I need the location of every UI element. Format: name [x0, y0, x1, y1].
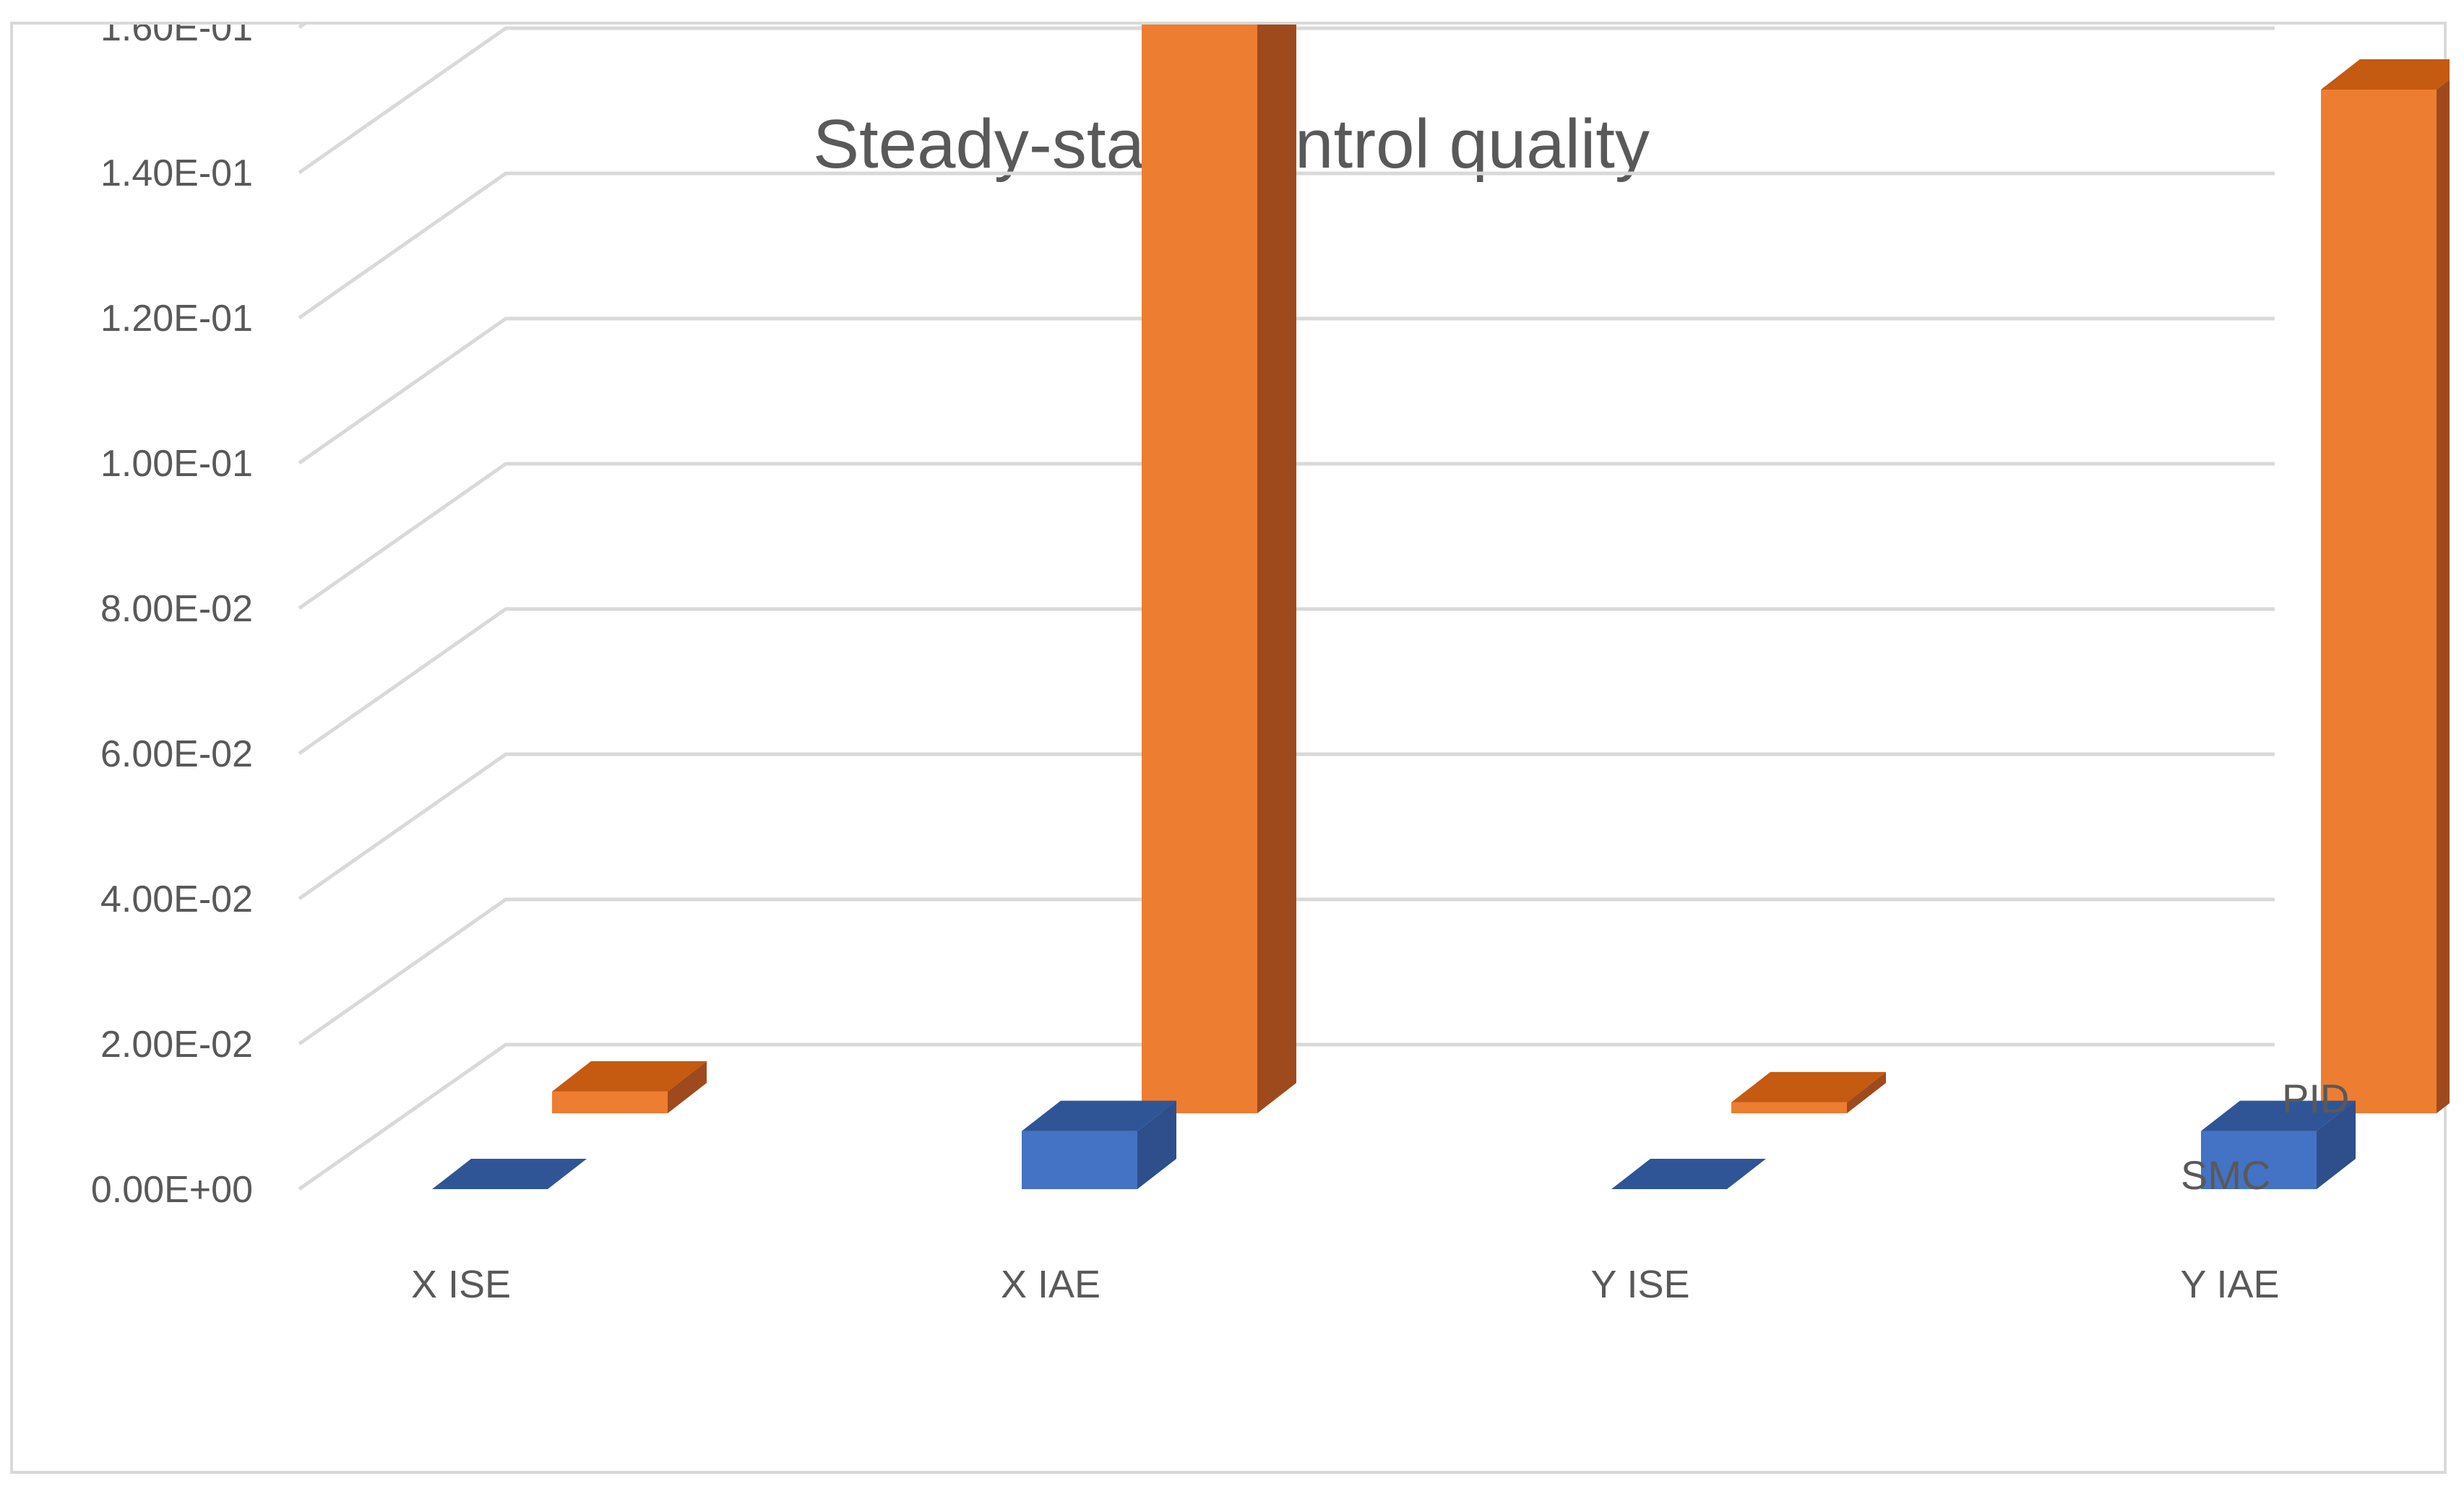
bar-pid: [552, 1061, 707, 1113]
bar-top: [1731, 1071, 1886, 1102]
gridline: [298, 752, 2275, 901]
gridline: [298, 316, 2275, 465]
y-tick-label: 1.40E-01: [100, 152, 253, 194]
y-tick-label: 2.00E-02: [100, 1024, 253, 1066]
bar-side: [668, 1061, 707, 1113]
gridline: [298, 1042, 2275, 1191]
series-label-smc: SMC: [2181, 1152, 2270, 1198]
y-tick-label: 6.00E-02: [100, 733, 253, 775]
bar-top: [2201, 1100, 2356, 1131]
y-tick-label: 4.00E-02: [100, 878, 253, 920]
bar-top: [1611, 1159, 1766, 1189]
bar-smc: [1022, 1100, 1176, 1189]
category-label: Y ISE: [1590, 1263, 1689, 1306]
bars: [432, 25, 2450, 1189]
bar-top: [432, 1159, 587, 1189]
category-label: X ISE: [411, 1263, 511, 1306]
gridline: [298, 897, 2275, 1046]
bar-pid: [1142, 25, 1296, 1114]
bar-smc: [432, 1159, 587, 1189]
bar-front: [2321, 89, 2437, 1114]
bar-pid: [2321, 59, 2450, 1114]
bar-top: [1022, 1100, 1176, 1131]
y-tick-label: 1.00E-01: [100, 443, 253, 485]
y-tick-label: 1.60E-01: [100, 25, 253, 49]
bar-top: [2321, 59, 2450, 90]
y-axis-ticks: 0.00E+00 2.00E-02 4.00E-02 6.00E-02 8.00E-02…: [91, 25, 253, 1211]
gridline: [298, 171, 2275, 320]
series-labels: PID SMC: [2181, 1076, 2349, 1198]
bar-smc: [2201, 1100, 2356, 1189]
bar-front: [2201, 1131, 2317, 1189]
gridline: [298, 607, 2275, 756]
bar-side: [1137, 1100, 1176, 1189]
chart-frame: Steady-state control quality 0.00E+00 2.0…: [10, 22, 2450, 1474]
bar-front: [1022, 1131, 1137, 1189]
y-tick-label: 0.00E+00: [91, 1169, 253, 1211]
bar-smc: [1611, 1159, 1766, 1189]
series-label-pid: PID: [2282, 1076, 2349, 1121]
bar-pid: [1731, 1071, 1886, 1113]
bar-front: [1731, 1102, 1847, 1113]
gridline: [298, 26, 2275, 175]
y-tick-label: 8.00E-02: [100, 588, 253, 630]
gridline: [298, 462, 2275, 610]
bar-side: [2437, 79, 2450, 1113]
bar-front: [552, 1091, 668, 1113]
category-label: Y IAE: [2180, 1263, 2279, 1306]
bar-side: [2317, 1100, 2356, 1189]
y-tick-label: 1.20E-01: [100, 298, 253, 340]
bar-side: [1847, 1071, 1886, 1113]
bar-top: [552, 1061, 707, 1092]
bar-side: [1257, 25, 1296, 1113]
category-label: X IAE: [1001, 1263, 1100, 1306]
bar-front: [1142, 25, 1257, 1114]
chart-svg: Steady-state control quality 0.00E+002.0…: [91, 25, 2450, 1306]
gridlines: [298, 25, 2275, 1191]
